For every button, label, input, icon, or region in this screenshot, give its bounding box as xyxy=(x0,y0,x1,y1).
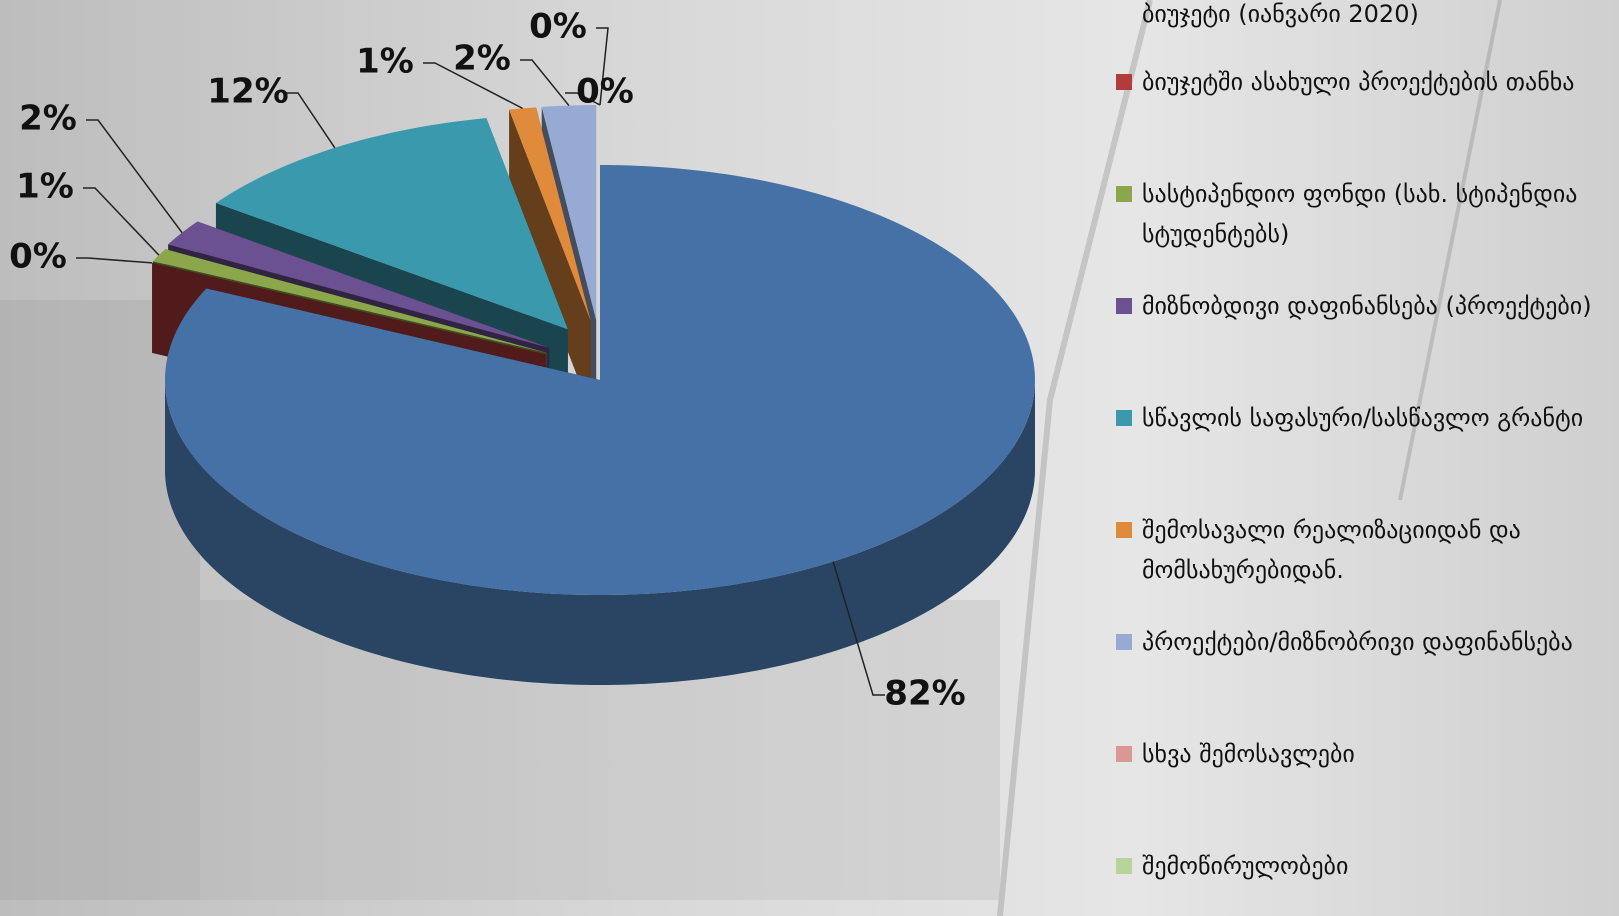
legend-entry: სწავლის საფასური/სასწავლო გრანტი xyxy=(1112,398,1617,510)
legend-label: ბიუჯეტში ასახული პროექტების თანხა xyxy=(1142,68,1574,96)
legend-label: პროექტები/მიზნობრივი დაფინანსება xyxy=(1142,628,1573,656)
leader-line xyxy=(83,188,159,255)
legend-label: სასტიპენდიო ფონდი (სახ. სტიპენდია სტუდენ… xyxy=(1142,180,1577,248)
legend-entry: სასტიპენდიო ფონდი (სახ. სტიპენდია სტუდენ… xyxy=(1112,174,1617,286)
leader-line xyxy=(286,93,335,148)
data-label: 1% xyxy=(16,167,74,207)
leader-line xyxy=(86,120,182,233)
data-label: 0% xyxy=(529,7,587,47)
legend-entry: პროექტები/მიზნობრივი დაფინანსება xyxy=(1112,622,1617,734)
legend-swatch xyxy=(1116,186,1132,202)
legend-entry: სხვა შემოსავლები xyxy=(1112,734,1617,846)
legend-entry: შემოსავალი რეალიზაციიდან და მომსახურებიდ… xyxy=(1112,510,1617,622)
legend-swatch xyxy=(1116,74,1132,90)
legend-entry: შემოწირულობები xyxy=(1112,846,1617,916)
data-label: 82% xyxy=(884,674,965,714)
legend-swatch xyxy=(1116,522,1132,538)
legend-label: სხვა შემოსავლები xyxy=(1142,740,1355,768)
legend-label: ბიუჯეტი (იანვარი 2020) xyxy=(1142,0,1419,28)
legend: ბიუჯეტი (იანვარი 2020) ბიუჯეტში ასახული პ… xyxy=(1112,0,1617,916)
leader-line xyxy=(76,258,152,263)
data-label: 2% xyxy=(19,99,77,139)
legend-swatch xyxy=(1116,634,1132,650)
legend-swatch xyxy=(1116,298,1132,314)
data-label: 0% xyxy=(9,237,67,277)
data-label: 2% xyxy=(453,39,511,79)
leader-line xyxy=(520,60,569,106)
data-label: 12% xyxy=(207,72,288,112)
legend-entry: ბიუჯეტში ასახული პროექტების თანხა xyxy=(1112,62,1617,174)
data-label: 1% xyxy=(356,42,414,82)
legend-swatch xyxy=(1116,858,1132,874)
legend-swatch xyxy=(1116,410,1132,426)
legend-label: შემოწირულობები xyxy=(1142,852,1348,880)
legend-label: მიზნობდივი დაფინანსება (პროექტები) xyxy=(1142,292,1592,320)
legend-label: შემოსავალი რეალიზაციიდან და მომსახურებიდ… xyxy=(1142,516,1521,584)
legend-label: სწავლის საფასური/სასწავლო გრანტი xyxy=(1142,404,1583,432)
legend-swatch xyxy=(1116,746,1132,762)
legend-entry: ბიუჯეტი (იანვარი 2020) xyxy=(1112,0,1617,62)
data-label: 0% xyxy=(576,72,634,112)
legend-entry: მიზნობდივი დაფინანსება (პროექტები) xyxy=(1112,286,1617,398)
page: 82% 0% 1% 2% 12% 1% 2% 0% 0% ბიუჯეტი (იანვარი 20… xyxy=(0,0,1619,916)
